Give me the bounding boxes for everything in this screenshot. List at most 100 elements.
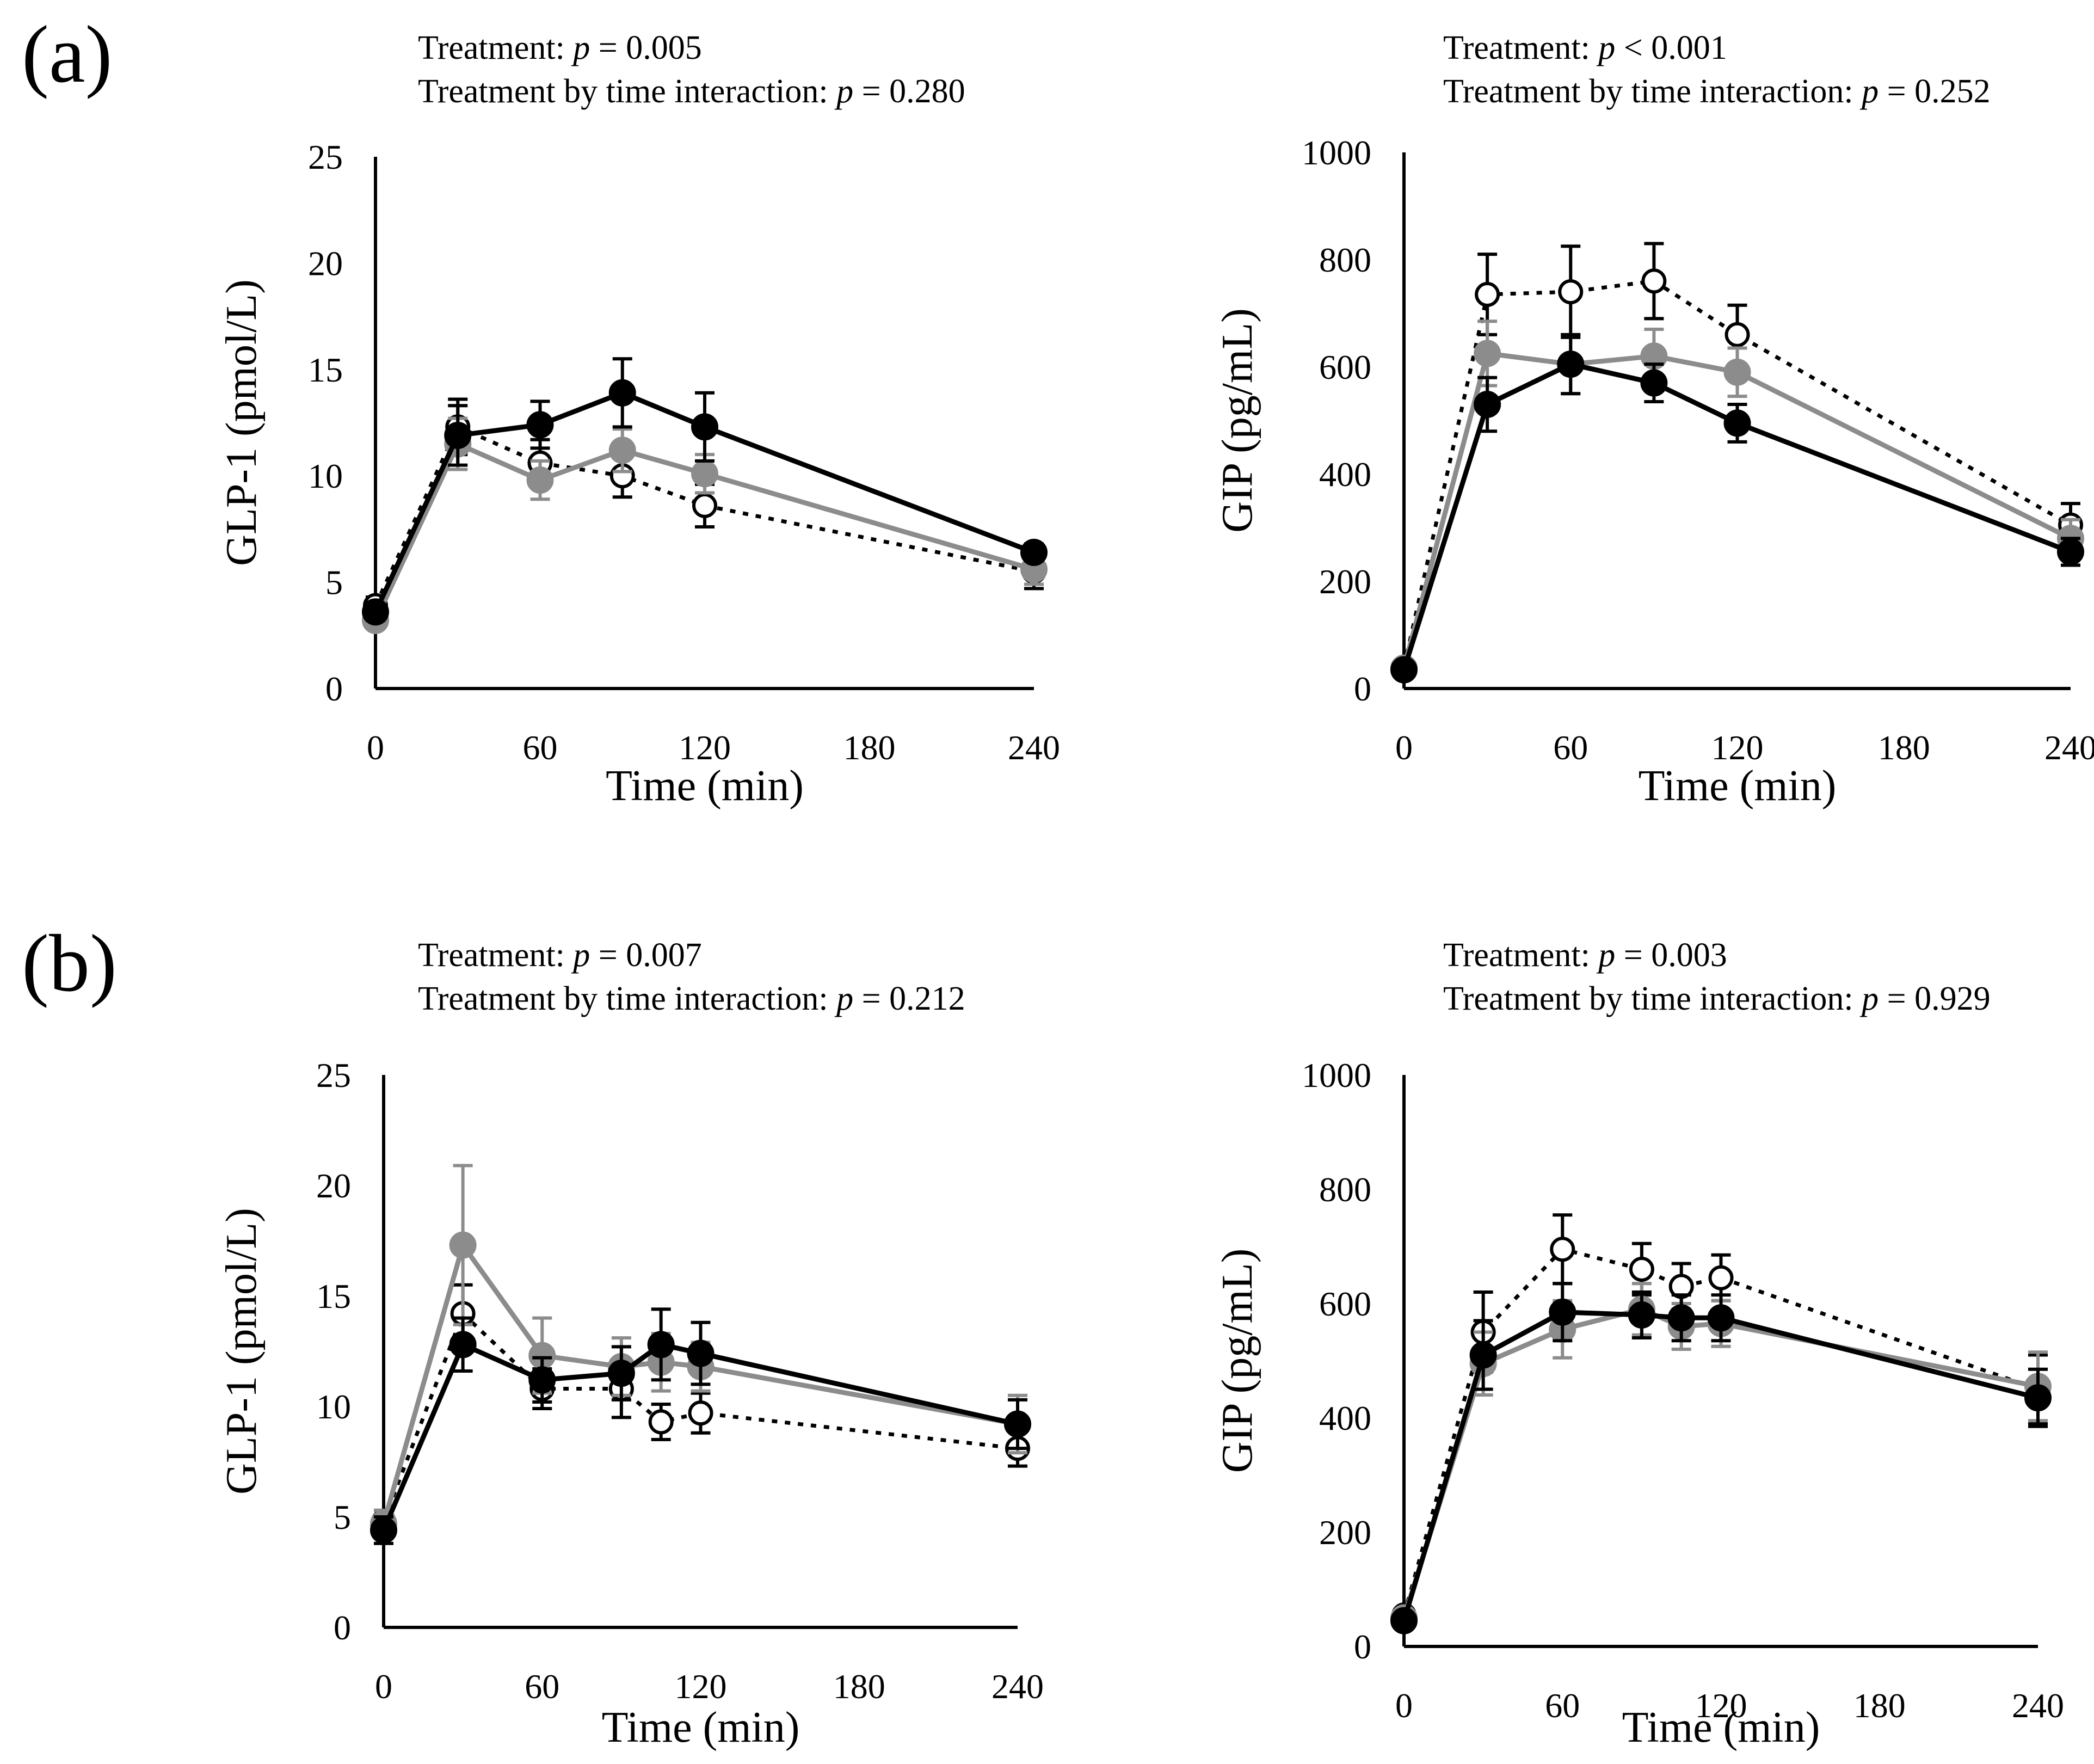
x-tick-label-2: 0 (375, 1667, 392, 1706)
data-point-black-2 (449, 1331, 477, 1359)
data-point-black-3 (1390, 1607, 1418, 1634)
data-point-black-2 (647, 1331, 675, 1359)
x-tick-label-1: 60 (1553, 728, 1588, 767)
y-tick-label-2: 0 (334, 1608, 351, 1647)
y-tick-label-2: 10 (316, 1387, 351, 1426)
y-tick-label-2: 5 (334, 1498, 351, 1536)
data-point-open-2 (688, 1400, 713, 1426)
x-tick-label-2: 180 (833, 1667, 885, 1706)
data-point-black-0 (1020, 538, 1048, 566)
y-axis-label-3: GIP (pg/mL) (1214, 1249, 1261, 1473)
x-tick-label-2: 120 (675, 1667, 727, 1706)
data-point-black-0 (444, 421, 472, 449)
y-tick-label-1: 400 (1319, 455, 1371, 494)
data-point-black-0 (608, 379, 636, 407)
data-point-open-3 (1708, 1265, 1734, 1290)
x-tick-label-3: 0 (1395, 1686, 1413, 1725)
x-tick-label-0: 120 (679, 728, 731, 767)
y-tick-label-0: 15 (308, 351, 343, 389)
series-line-black-1 (1401, 361, 2072, 671)
y-tick-label-0: 0 (325, 669, 343, 708)
y-tick-label-3: 0 (1354, 1627, 1371, 1666)
x-axis-label-0: Time (min) (606, 762, 804, 810)
x-tick-label-0: 0 (367, 728, 384, 767)
panel-label-b: (b) (22, 918, 117, 1009)
x-tick-label-0: 60 (523, 728, 558, 767)
x-axis-label-2: Time (min) (602, 1704, 800, 1751)
y-tick-label-0: 20 (308, 244, 343, 282)
x-axis-label-3: Time (min) (1622, 1704, 1820, 1751)
x-tick-label-3: 240 (2012, 1686, 2064, 1725)
data-point-black-1 (1723, 409, 1751, 437)
x-tick-label-1: 240 (2044, 728, 2094, 767)
data-point-black-2 (607, 1360, 635, 1387)
series-line-gray-3 (1401, 1307, 2038, 1619)
data-point-black-3 (1549, 1298, 1576, 1326)
data-point-black-1 (1474, 390, 1501, 418)
x-tick-label-1: 180 (1878, 728, 1930, 767)
y-tick-label-0: 10 (308, 457, 343, 495)
series-line-open-0 (373, 425, 1034, 607)
x-tick-label-2: 60 (525, 1667, 559, 1706)
y-tick-label-2: 25 (316, 1056, 351, 1095)
data-point-open-1 (1558, 279, 1584, 305)
series-line-gray-0 (373, 441, 1035, 622)
data-point-black-2 (528, 1366, 556, 1394)
data-point-open-2 (648, 1409, 674, 1435)
data-point-black-1 (2057, 538, 2084, 566)
x-tick-label-0: 180 (843, 728, 896, 767)
stat-treatment-2: Treatment: p = 0.007 (418, 937, 702, 974)
stat-treatment-3: Treatment: p = 0.003 (1443, 937, 1727, 974)
y-tick-label-1: 1000 (1302, 133, 1371, 172)
x-tick-label-1: 120 (1711, 728, 1764, 767)
y-tick-label-1: 800 (1319, 241, 1371, 279)
data-point-black-0 (362, 598, 389, 626)
stat-interaction-0: Treatment by time interaction: p = 0.280 (418, 73, 965, 110)
data-point-black-2 (1004, 1410, 1031, 1438)
data-point-black-1 (1390, 656, 1418, 684)
data-point-open-1 (1725, 322, 1750, 347)
stat-treatment-0: Treatment: p = 0.005 (418, 29, 702, 66)
data-point-black-3 (1469, 1341, 1497, 1369)
data-point-black-2 (370, 1516, 397, 1544)
data-point-gray-0 (608, 437, 636, 464)
x-tick-label-1: 0 (1395, 728, 1413, 767)
data-point-gray-0 (691, 460, 718, 488)
data-point-open-1 (1475, 282, 1500, 308)
data-point-gray-1 (1474, 340, 1501, 367)
y-tick-label-3: 200 (1319, 1513, 1371, 1552)
y-axis-label-1: GIP (pg/mL) (1214, 308, 1261, 533)
stat-interaction-3: Treatment by time interaction: p = 0.929 (1443, 980, 1991, 1017)
data-point-open-3 (1550, 1237, 1575, 1262)
panel-label-a: (a) (22, 9, 112, 100)
y-tick-label-1: 200 (1319, 562, 1371, 601)
y-tick-label-2: 20 (316, 1166, 351, 1205)
y-axis-label-0: GLP-1 (pmol/L) (218, 279, 266, 566)
series-line-black-0 (373, 390, 1035, 613)
y-tick-label-0: 25 (308, 138, 343, 176)
data-point-open-1 (1641, 268, 1667, 294)
y-tick-label-3: 600 (1319, 1284, 1371, 1323)
x-tick-label-0: 240 (1008, 728, 1060, 767)
series-line-gray-1 (1401, 351, 2072, 669)
y-tick-label-0: 5 (325, 563, 343, 602)
x-axis-label-1: Time (min) (1639, 762, 1837, 810)
data-point-open-3 (1629, 1257, 1654, 1282)
data-point-black-3 (1667, 1304, 1695, 1332)
data-point-open-0 (692, 493, 717, 518)
series-line-open-1 (1402, 279, 2072, 668)
data-point-black-3 (2024, 1384, 2052, 1412)
data-point-black-1 (1557, 351, 1585, 378)
y-tick-label-3: 1000 (1302, 1056, 1371, 1095)
data-point-black-2 (687, 1339, 715, 1367)
x-tick-label-3: 120 (1695, 1686, 1747, 1725)
stat-interaction-2: Treatment by time interaction: p = 0.212 (418, 980, 965, 1017)
y-tick-label-3: 400 (1319, 1399, 1371, 1437)
y-tick-label-1: 600 (1319, 348, 1371, 386)
data-point-gray-2 (449, 1231, 477, 1259)
y-tick-label-3: 800 (1319, 1170, 1371, 1209)
data-point-black-1 (1640, 369, 1668, 397)
data-point-black-0 (526, 411, 554, 439)
data-point-gray-1 (1723, 358, 1751, 386)
